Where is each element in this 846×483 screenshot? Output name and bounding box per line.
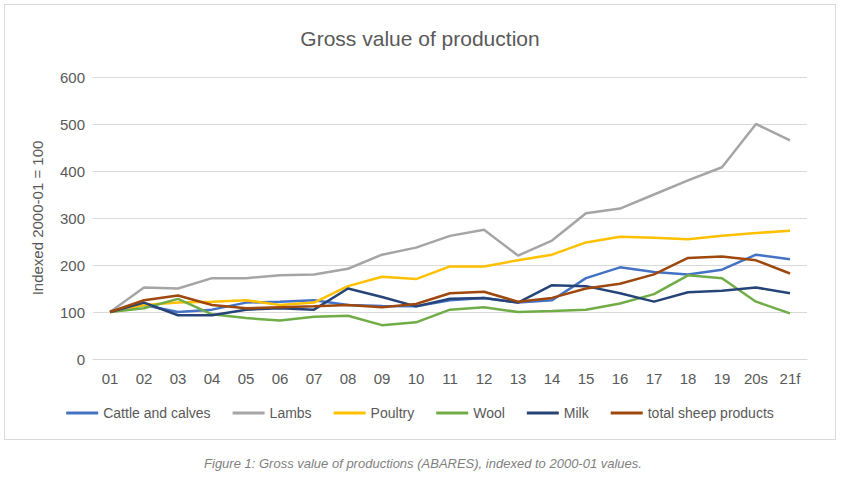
html-text:Figure 1: Gross value of produ: Figure 1: Gross value of productions (AB…	[204, 456, 642, 471]
svg-text:19: 19	[714, 370, 731, 387]
svg-text:17: 17	[646, 370, 663, 387]
svg-text:03: 03	[170, 370, 187, 387]
svg-text:12: 12	[476, 370, 493, 387]
svg-text:total sheep products: total sheep products	[648, 405, 774, 421]
svg-text:14: 14	[544, 370, 561, 387]
svg-text:11: 11	[442, 370, 458, 387]
svg-text:Wool: Wool	[473, 405, 505, 421]
svg-text:Lambs: Lambs	[270, 405, 312, 421]
svg-text:21f: 21f	[780, 370, 802, 387]
svg-text:20s: 20s	[744, 370, 768, 387]
svg-text:06: 06	[272, 370, 289, 387]
svg-text:200: 200	[60, 257, 85, 274]
svg-text:16: 16	[612, 370, 629, 387]
svg-text:01: 01	[102, 370, 119, 387]
svg-text:600: 600	[60, 69, 85, 86]
svg-text:10: 10	[408, 370, 425, 387]
svg-text:Poultry: Poultry	[371, 405, 415, 421]
svg-text:300: 300	[60, 210, 85, 227]
svg-text:07: 07	[306, 370, 323, 387]
svg-text:08: 08	[340, 370, 357, 387]
svg-text:Indexed 2000-01 = 100: Indexed 2000-01 = 100	[29, 141, 46, 296]
svg-text:05: 05	[238, 370, 255, 387]
svg-text:Cattle and calves: Cattle and calves	[103, 405, 210, 421]
svg-text:13: 13	[510, 370, 527, 387]
svg-text:04: 04	[204, 370, 221, 387]
svg-text:09: 09	[374, 370, 391, 387]
svg-text:400: 400	[60, 163, 85, 180]
svg-text:Gross value of production: Gross value of production	[300, 27, 539, 50]
svg-text:Milk: Milk	[564, 405, 590, 421]
svg-text:500: 500	[60, 116, 85, 133]
svg-text:18: 18	[680, 370, 697, 387]
svg-text:100: 100	[60, 304, 85, 321]
svg-text:02: 02	[136, 370, 153, 387]
svg-text:0: 0	[77, 351, 85, 368]
svg-text:15: 15	[578, 370, 595, 387]
